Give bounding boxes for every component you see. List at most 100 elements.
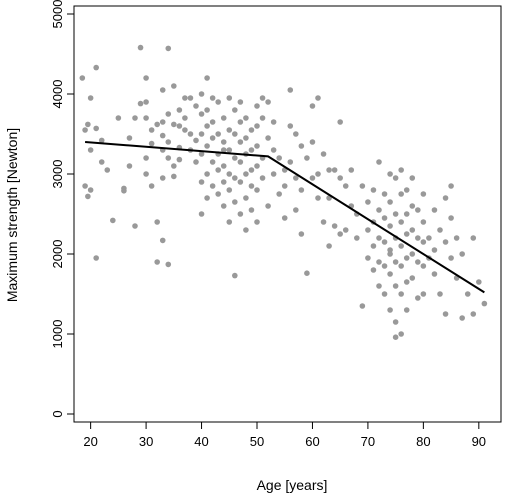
data-point	[126, 135, 133, 141]
data-point	[481, 300, 488, 307]
data-point	[304, 270, 310, 277]
data-point	[420, 263, 427, 269]
data-point	[431, 271, 438, 277]
data-point	[387, 307, 393, 313]
data-point	[176, 123, 183, 129]
data-point	[204, 107, 210, 113]
x-axis-title: Age [years]	[257, 477, 328, 493]
data-point	[143, 155, 149, 161]
data-point	[476, 279, 482, 285]
data-point	[331, 167, 338, 173]
data-point	[392, 259, 399, 265]
data-point	[342, 183, 349, 189]
data-point	[387, 271, 393, 277]
data-point	[82, 127, 88, 133]
data-point	[79, 75, 86, 81]
y-tick-label: 2000	[50, 240, 65, 269]
data-point	[453, 235, 460, 241]
x-tick-label: 70	[361, 434, 375, 449]
x-tick-label: 20	[83, 434, 97, 449]
data-point	[315, 171, 321, 177]
data-point	[398, 191, 404, 197]
data-point	[226, 171, 233, 177]
data-point	[209, 159, 216, 165]
data-point	[298, 187, 305, 193]
data-point	[387, 199, 393, 205]
data-point	[365, 255, 371, 261]
data-point	[270, 119, 277, 125]
fit-line	[85, 141, 485, 294]
data-point	[354, 235, 360, 241]
data-point	[187, 131, 194, 137]
data-point	[309, 103, 316, 109]
data-point	[232, 272, 238, 279]
data-point	[415, 259, 421, 265]
data-point	[148, 140, 155, 147]
data-point	[342, 227, 349, 233]
data-point	[365, 199, 371, 205]
y-tick-label: 5000	[50, 0, 65, 28]
data-point	[376, 235, 382, 241]
x-tick-label: 80	[416, 434, 430, 449]
y-tick-label: 1000	[50, 320, 65, 349]
data-point	[93, 255, 99, 261]
data-point	[315, 195, 321, 201]
data-point	[248, 167, 255, 173]
data-point	[265, 203, 271, 209]
data-point	[154, 259, 160, 265]
data-point	[448, 255, 454, 261]
data-point	[248, 207, 255, 213]
data-point	[93, 64, 99, 71]
data-point	[420, 291, 427, 297]
data-point	[176, 156, 183, 163]
data-point	[381, 239, 388, 245]
data-point	[126, 163, 133, 169]
data-point	[470, 235, 477, 241]
data-point	[243, 195, 249, 201]
data-point	[248, 127, 255, 133]
data-point	[409, 275, 416, 281]
data-point	[220, 163, 227, 169]
data-point	[193, 159, 199, 165]
data-point	[198, 151, 205, 157]
data-point	[182, 95, 188, 101]
data-point	[82, 183, 88, 189]
data-point	[232, 199, 238, 205]
data-point	[320, 219, 327, 225]
data-point	[121, 185, 127, 192]
data-point	[159, 132, 166, 139]
data-point	[87, 147, 94, 153]
data-point	[237, 119, 244, 125]
data-point	[220, 115, 227, 121]
data-point	[137, 44, 144, 51]
data-point	[187, 95, 194, 101]
data-point	[381, 263, 388, 269]
axes: 20 30 40 50 60 70 80 90 0 1000 2000 3000 4000 5000	[50, 0, 486, 449]
data-points	[79, 44, 488, 341]
data-point	[376, 207, 382, 213]
data-point	[98, 137, 105, 144]
x-tick-label: 60	[305, 434, 319, 449]
data-point	[392, 319, 399, 325]
data-point	[403, 279, 410, 285]
data-point	[143, 99, 149, 105]
data-point	[470, 311, 477, 317]
data-point	[204, 195, 210, 201]
data-point	[320, 151, 327, 157]
data-point	[87, 95, 94, 101]
data-point	[448, 183, 454, 189]
data-point	[165, 261, 172, 268]
data-point	[276, 191, 282, 197]
data-point	[293, 131, 299, 137]
data-point	[381, 291, 388, 297]
data-point	[398, 243, 404, 249]
data-point	[165, 155, 172, 161]
data-point	[198, 111, 205, 117]
data-point	[154, 219, 160, 225]
data-point	[254, 103, 260, 109]
data-point	[248, 183, 255, 189]
data-point	[198, 179, 205, 185]
data-point	[93, 125, 99, 132]
data-point	[243, 135, 249, 141]
data-point	[204, 75, 210, 81]
